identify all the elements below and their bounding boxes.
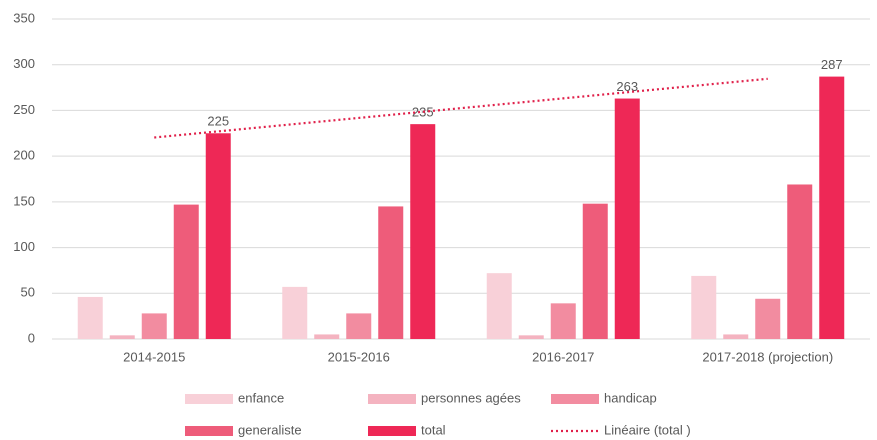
bar <box>314 334 340 339</box>
trendline <box>154 77 768 139</box>
data-label: 263 <box>616 79 638 94</box>
data-label: 225 <box>207 114 229 129</box>
bar <box>486 273 512 339</box>
bar <box>582 203 608 339</box>
bar <box>787 184 813 339</box>
bar <box>755 298 781 339</box>
legend-swatch <box>368 426 416 436</box>
y-tick-label: 50 <box>21 285 35 300</box>
legend-swatch <box>368 394 416 404</box>
x-tick-label: 2015-2016 <box>328 349 390 364</box>
y-tick-label: 150 <box>13 193 35 208</box>
bar <box>819 76 845 339</box>
bar <box>410 124 436 340</box>
legend-label: enfance <box>238 390 284 405</box>
bar <box>173 204 199 339</box>
bar <box>378 206 404 339</box>
bar <box>691 275 717 339</box>
bar <box>141 313 167 339</box>
bar <box>109 335 135 339</box>
legend-swatch <box>551 394 599 404</box>
y-tick-label: 350 <box>13 10 35 25</box>
bar <box>614 98 640 340</box>
legend-swatch <box>185 426 233 436</box>
y-tick-label: 100 <box>13 239 35 254</box>
x-tick-label: 2014-2015 <box>123 349 185 364</box>
x-tick-label: 2016-2017 <box>532 349 594 364</box>
y-tick-label: 250 <box>13 102 35 117</box>
data-label: 235 <box>412 105 434 120</box>
bar <box>346 313 372 339</box>
bar <box>723 334 749 339</box>
legend-label: personnes agées <box>421 390 521 405</box>
bar <box>550 303 576 339</box>
y-tick-label: 200 <box>13 148 35 163</box>
bar <box>518 335 544 339</box>
y-tick-label: 0 <box>28 330 35 345</box>
legend-swatch <box>185 394 233 404</box>
legend-label: generaliste <box>238 422 302 437</box>
legend-label: Linéaire (total ) <box>604 422 691 437</box>
bar <box>205 133 231 339</box>
bar <box>77 296 103 339</box>
bar <box>282 286 308 339</box>
data-label: 287 <box>821 57 843 72</box>
y-tick-label: 300 <box>13 56 35 71</box>
legend-label: total <box>421 422 446 437</box>
x-tick-label: 2017-2018 (projection) <box>702 349 833 364</box>
legend-label: handicap <box>604 390 657 405</box>
